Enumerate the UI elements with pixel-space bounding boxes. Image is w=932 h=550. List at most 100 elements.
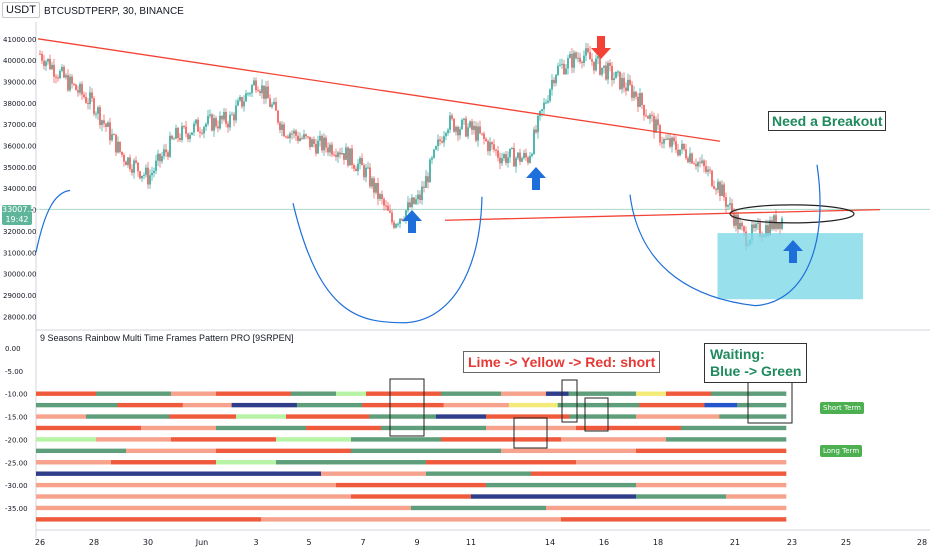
candle-body <box>643 105 645 116</box>
candle-body <box>211 114 213 131</box>
candle-body <box>253 80 255 86</box>
candle-body <box>771 220 773 229</box>
candle-body <box>531 153 533 156</box>
y-tick-label: 35000.00 <box>3 164 36 172</box>
rainbow-segment <box>426 460 577 465</box>
arrow-down-icon <box>591 36 611 59</box>
candle-body <box>311 139 313 148</box>
candle-body <box>309 136 311 148</box>
candle-body <box>757 222 759 224</box>
rainbow-segment <box>436 414 487 419</box>
candle-body <box>299 138 301 141</box>
candle-body <box>383 199 385 206</box>
x-tick-label: 25 <box>841 538 851 547</box>
last-price-tag: 33007.53 19:42 <box>2 205 41 225</box>
candle-body <box>187 133 189 140</box>
candle-body <box>391 212 393 223</box>
rainbow-segment <box>36 471 322 476</box>
candle-body <box>449 115 451 130</box>
candle-body <box>581 61 583 64</box>
candle-body <box>453 118 455 132</box>
x-tick-label: 16 <box>599 538 609 547</box>
candle-body <box>365 167 367 178</box>
rainbow-segment <box>96 437 172 442</box>
candle-body <box>741 222 743 227</box>
candle-body <box>357 163 359 172</box>
candle-body <box>295 130 297 136</box>
candle-body <box>711 170 713 187</box>
candle-body <box>89 92 91 105</box>
candle-body <box>537 116 539 133</box>
candle-body <box>193 123 195 133</box>
candle-body <box>695 164 697 167</box>
candle-body <box>541 109 543 111</box>
candle-body <box>65 75 67 78</box>
candle-body <box>333 154 335 156</box>
rainbow-segment <box>411 505 547 511</box>
candle-body <box>273 101 275 105</box>
candle-body <box>177 127 179 138</box>
rainbow-segment <box>182 402 232 408</box>
rainbow-segment <box>486 482 637 488</box>
candle-body <box>533 129 535 154</box>
long-term-label: Long Term <box>820 445 863 457</box>
candle-body <box>297 135 299 141</box>
candle-body <box>759 222 761 237</box>
candle-body <box>199 131 201 133</box>
cup-curve-1 <box>292 196 483 324</box>
bar-countdown: 19:42 <box>5 215 29 224</box>
candle-body <box>217 126 219 129</box>
candle-body <box>501 158 503 164</box>
x-tick-label: 18 <box>653 538 663 547</box>
candle-body <box>437 139 439 147</box>
candle-body <box>249 93 251 95</box>
candle-body <box>117 141 119 153</box>
candle-body <box>655 119 657 133</box>
candle-body <box>327 147 329 153</box>
candle-body <box>239 97 241 101</box>
currency-tag: USDT <box>2 2 40 18</box>
candle-body <box>81 83 83 95</box>
x-tick-label: 26 <box>35 538 45 547</box>
candle-body <box>593 61 595 71</box>
candle-body <box>731 203 733 213</box>
candle-body <box>707 169 709 172</box>
candle-body <box>755 223 757 229</box>
x-tick-label: 30 <box>143 538 153 547</box>
candle-body <box>63 66 65 78</box>
candle-body <box>107 122 109 127</box>
candle-body <box>605 65 607 80</box>
candle-body <box>665 139 667 141</box>
candle-body <box>523 152 525 159</box>
candle-body <box>113 134 115 136</box>
candle-body <box>573 52 575 68</box>
candle-body <box>69 76 71 91</box>
arrow-up-icon <box>402 210 422 233</box>
candle-body <box>737 214 739 230</box>
candle-body <box>205 123 207 127</box>
last-price: 33007.53 <box>2 205 41 214</box>
candle-body <box>97 107 99 114</box>
candle-body <box>405 210 407 221</box>
candle-body <box>663 139 665 144</box>
candle-body <box>563 63 565 75</box>
rainbow-segment <box>486 414 570 419</box>
y-tick-label: 37000.00 <box>3 121 36 129</box>
candle-body <box>261 85 263 94</box>
arrow-up-icon <box>526 167 546 190</box>
candle-body <box>85 97 87 103</box>
candle-body <box>345 147 347 160</box>
indicator-y-tick: 0.00 <box>5 345 21 353</box>
rainbow-segment <box>501 391 547 396</box>
candle-body <box>137 162 139 172</box>
candle-body <box>167 152 169 157</box>
x-tick-label: 14 <box>545 538 555 547</box>
rainbow-segment <box>666 391 712 396</box>
candle-body <box>219 115 221 129</box>
candle-body <box>197 119 199 132</box>
candle-body <box>39 53 41 55</box>
candle-body <box>171 135 173 139</box>
candle-body <box>149 175 151 185</box>
candle-body <box>155 160 157 171</box>
candle-body <box>285 136 287 138</box>
